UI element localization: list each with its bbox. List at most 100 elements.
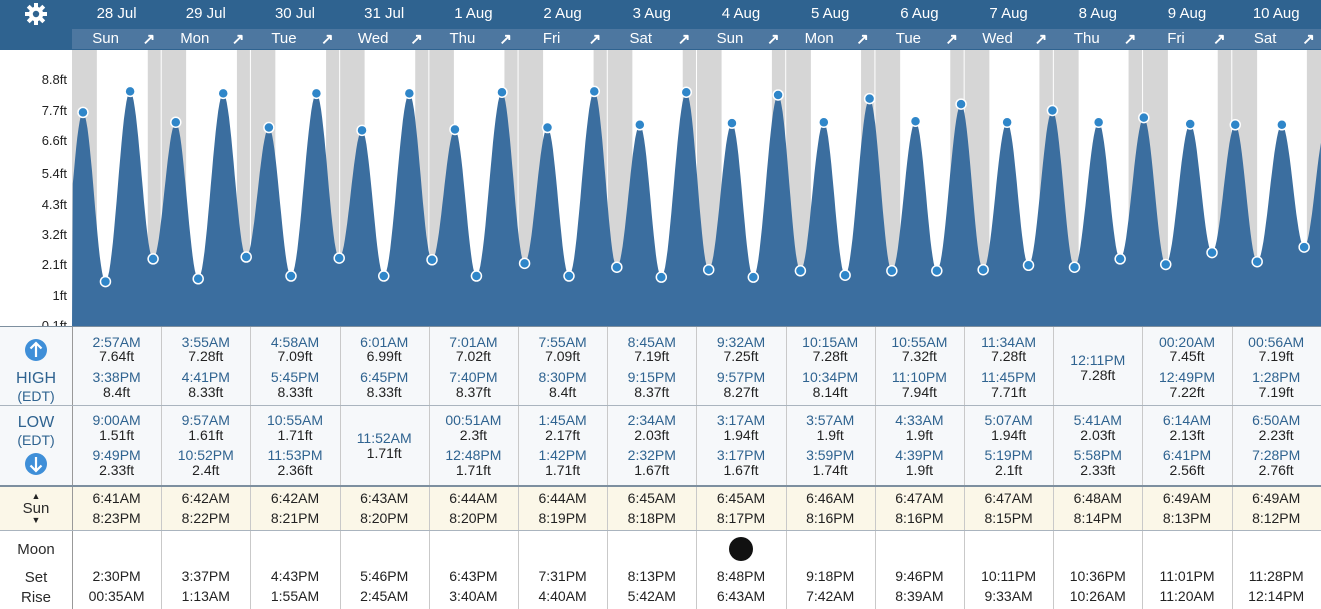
low-tide-time: 6:14AM [1162,412,1212,428]
high-tide-height: 7.71ft [991,384,1027,400]
sunrise-time: 6:44AM [538,490,587,506]
sunset-time: 8:17PM [716,510,766,526]
day-weekday: Sat [1253,30,1277,47]
low-label-group: LOW (EDT) [0,414,72,482]
sunset-time: 8:16PM [895,510,944,526]
moonrise-time: 1:13AM [181,588,230,604]
tide-point [1184,118,1196,130]
day-weekday-bar[interactable]: Mon ↗ [161,29,251,49]
day-weekday-bar[interactable]: Sun ↗ [72,29,162,49]
arrow-up-circle-icon [25,339,47,361]
day-header[interactable]: 31 Jul Wed ↗ [339,0,430,50]
low-tide-height: 2.4ft [192,462,220,478]
day-weekday-bar[interactable]: Fri ↗ [518,29,608,49]
day-header[interactable]: 8 Aug Thu ↗ [1053,0,1144,50]
expand-icon[interactable]: ↗ [677,31,691,48]
high-label: HIGH [16,370,56,387]
day-weekday-bar[interactable]: Fri ↗ [1142,29,1232,49]
column-divider [72,327,73,609]
day-header[interactable]: 4 Aug Sun ↗ [696,0,787,50]
column-divider [785,327,787,609]
high-tide-time: 10:55AM [891,334,948,350]
day-weekday-bar[interactable]: Mon ↗ [785,29,875,49]
sunset-time: 8:14PM [1073,510,1122,526]
day-header[interactable]: 3 Aug Sat ↗ [607,0,698,50]
day-weekday-bar[interactable]: Tue ↗ [250,29,340,49]
expand-icon[interactable]: ↗ [767,31,780,48]
day-header[interactable]: 1 Aug Thu ↗ [428,0,519,50]
sunset-time: 8:20PM [360,510,409,526]
row-divider [0,326,1321,327]
row-divider [0,530,1321,531]
sun-table-bg [0,487,1321,530]
sunrise-time: 6:41AM [92,490,141,506]
tide-point [1138,111,1150,124]
tide-point [170,116,182,129]
low-tide-height: 1.9ft [905,462,934,478]
day-weekday-bar[interactable]: Thu ↗ [428,29,518,49]
day-weekday-bar[interactable]: Wed ↗ [339,29,429,49]
low-tide-height: 1.74ft [812,462,848,478]
expand-icon[interactable]: ↗ [410,31,423,48]
day-header[interactable]: 9 Aug Fri ↗ [1142,0,1233,50]
day-weekday-bar[interactable]: Sat ↗ [1231,29,1321,49]
low-tide-height: 1.71ft [545,462,581,478]
expand-icon[interactable]: ↗ [1302,31,1315,48]
expand-icon[interactable]: ↗ [142,31,156,48]
low-tide-time: 10:52PM [177,447,234,463]
low-tide-height: 2.13ft [1169,427,1205,443]
day-header[interactable]: 2 Aug Fri ↗ [518,0,609,50]
column-divider [696,327,698,609]
day-header[interactable]: 28 Jul Sun ↗ [72,0,163,50]
high-tide-time: 00:20AM [1158,334,1215,350]
expand-icon[interactable]: ↗ [1034,31,1048,48]
moonrise-time: 4:40AM [538,588,587,604]
day-weekday-bar[interactable]: Sat ↗ [607,29,697,49]
day-weekday: Mon [180,30,210,47]
column-divider [1142,327,1144,609]
low-tide-time: 9:57AM [181,412,230,428]
day-weekday-bar[interactable]: Wed ↗ [964,29,1054,49]
expand-icon[interactable]: ↗ [856,31,869,48]
expand-icon[interactable]: ↗ [945,31,958,48]
day-header[interactable]: 29 Jul Mon ↗ [161,0,252,50]
expand-icon[interactable]: ↗ [1123,31,1137,48]
expand-icon[interactable]: ↗ [499,31,512,48]
high-tide-time: 5:45PM [270,369,320,385]
day-header[interactable]: 10 Aug Sat ↗ [1231,0,1321,50]
day-weekday-bar[interactable]: Thu ↗ [1053,29,1143,49]
day-header[interactable]: 30 Jul Tue ↗ [250,0,341,50]
expand-icon[interactable]: ↗ [231,31,245,48]
settings-button[interactable] [0,0,72,50]
expand-icon[interactable]: ↗ [321,31,334,48]
high-tide-height: 7.02ft [455,348,491,364]
low-tide-time: 6:41PM [1162,447,1212,463]
day-weekday: Fri [1167,30,1185,47]
high-tide-height: 8.33ft [366,384,402,400]
moonrise-time: 3:40AM [449,588,498,604]
day-weekday-bar[interactable]: Tue ↗ [874,29,964,49]
high-tide-height: 8.33ft [277,384,313,400]
moonset-time: 7:31PM [538,568,587,584]
moonrise-time: 9:33AM [984,588,1033,604]
expand-icon[interactable]: ↗ [1213,31,1226,48]
tide-point [955,98,967,110]
day-header[interactable]: 6 Aug Tue ↗ [874,0,965,50]
high-tide-time: 6:45PM [360,369,409,385]
tide-point [1046,104,1059,117]
day-header[interactable]: 7 Aug Wed ↗ [964,0,1055,50]
high-tide-time: 7:01AM [449,334,498,350]
expand-icon[interactable]: ↗ [588,31,602,48]
column-divider [518,327,519,609]
tide-chart [72,50,1321,326]
low-tide-time: 4:39PM [895,447,944,463]
high-tide-time: 6:01AM [360,334,409,350]
tide-point [726,117,738,129]
day-weekday: Sun [92,30,119,47]
low-tide-height: 2.23ft [1258,427,1294,443]
tide-point [147,253,159,265]
tide-point [356,124,368,137]
day-weekday-bar[interactable]: Sun ↗ [696,29,786,49]
low-tide-time: 3:17PM [716,447,766,463]
day-header[interactable]: 5 Aug Mon ↗ [785,0,876,50]
